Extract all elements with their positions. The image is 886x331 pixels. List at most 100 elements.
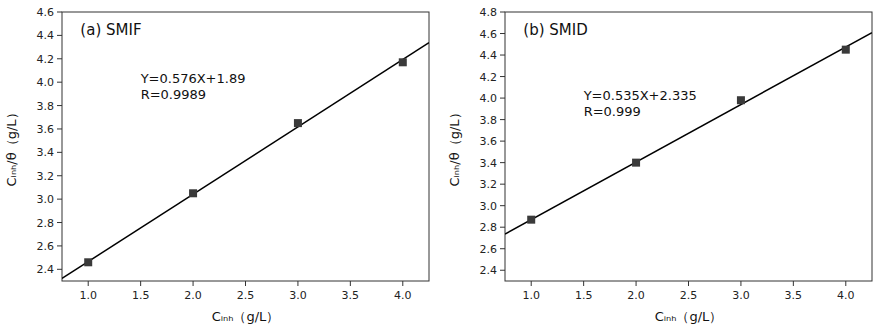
fit-line bbox=[505, 33, 872, 234]
y-tick-label: 4.4 bbox=[37, 29, 55, 42]
y-tick bbox=[500, 248, 505, 249]
x-tick-label: 2.5 bbox=[680, 289, 698, 302]
x-tick bbox=[350, 281, 351, 286]
x-tick bbox=[845, 281, 846, 286]
y-tick bbox=[500, 12, 505, 13]
x-axis-label: Cᵢₙₕ（g/L） bbox=[655, 309, 723, 324]
panel-title: (a) SMIF bbox=[80, 21, 141, 39]
x-tick-label: 2.0 bbox=[184, 289, 202, 302]
x-tick bbox=[688, 281, 689, 286]
x-tick-label: 3.5 bbox=[342, 289, 360, 302]
x-tick bbox=[193, 281, 194, 286]
figure: 1.0 1.5 2.0 2.5 3.0 3.5 4.0 2.4 2.6 2.8 3.0 3.2 3.4 3… bbox=[0, 0, 886, 331]
x-tick bbox=[245, 281, 246, 286]
data-point bbox=[189, 189, 197, 197]
y-tick bbox=[57, 35, 62, 36]
x-tick-label: 3.0 bbox=[732, 289, 750, 302]
y-tick-label: 3.0 bbox=[37, 193, 55, 206]
data-point bbox=[399, 58, 407, 66]
x-tick-label: 3.5 bbox=[785, 289, 803, 302]
y-tick-label: 2.4 bbox=[480, 264, 498, 277]
y-tick bbox=[500, 76, 505, 77]
x-tick bbox=[793, 281, 794, 286]
y-tick-label: 2.8 bbox=[37, 217, 55, 230]
x-tick bbox=[297, 281, 298, 286]
y-tick-label: 4.6 bbox=[480, 28, 498, 41]
x-tick-label: 1.5 bbox=[132, 289, 150, 302]
y-tick bbox=[500, 205, 505, 206]
x-tick-label: 2.0 bbox=[627, 289, 645, 302]
y-tick bbox=[500, 55, 505, 56]
x-tick-label: 4.0 bbox=[394, 289, 412, 302]
y-tick bbox=[57, 245, 62, 246]
y-tick-label: 3.6 bbox=[37, 123, 55, 136]
y-tick bbox=[500, 119, 505, 120]
x-tick bbox=[636, 281, 637, 286]
y-tick bbox=[500, 141, 505, 142]
y-tick-label: 3.8 bbox=[480, 114, 498, 127]
fit-line bbox=[62, 43, 429, 279]
annotation: Y=0.535X+2.335 bbox=[583, 88, 697, 103]
y-tick bbox=[57, 222, 62, 223]
x-tick bbox=[88, 281, 89, 286]
y-tick bbox=[57, 199, 62, 200]
y-tick-label: 3.8 bbox=[37, 100, 55, 113]
y-tick-label: 3.2 bbox=[480, 178, 498, 191]
y-tick-label: 4.2 bbox=[480, 71, 498, 84]
panel-title: (b) SMID bbox=[523, 21, 587, 39]
y-tick-label: 4.2 bbox=[37, 53, 55, 66]
data-point bbox=[632, 159, 640, 167]
x-tick-label: 1.5 bbox=[575, 289, 593, 302]
y-tick-label: 2.6 bbox=[480, 243, 498, 256]
y-tick-label: 4.6 bbox=[37, 6, 55, 19]
x-tick-label: 2.5 bbox=[237, 289, 255, 302]
y-tick bbox=[500, 184, 505, 185]
panel: 1.01.52.02.53.03.54.02.42.62.83.03.23.43… bbox=[4, 6, 429, 324]
plot-frame bbox=[505, 12, 872, 281]
y-tick-label: 2.6 bbox=[37, 240, 55, 253]
x-tick bbox=[583, 281, 584, 286]
y-tick-label: 3.2 bbox=[37, 170, 55, 183]
y-tick-label: 3.4 bbox=[480, 157, 498, 170]
y-tick-label: 3.6 bbox=[480, 135, 498, 148]
y-tick-label: 2.4 bbox=[37, 263, 55, 276]
y-axis-label: Cᵢₙₕ/θ（g/L） bbox=[4, 106, 19, 186]
data-point bbox=[294, 119, 302, 127]
y-tick bbox=[500, 227, 505, 228]
data-layer bbox=[62, 43, 429, 279]
x-tick bbox=[140, 281, 141, 286]
y-tick bbox=[500, 33, 505, 34]
x-tick-label: 1.0 bbox=[522, 289, 540, 302]
annotation: R=0.999 bbox=[584, 104, 641, 119]
data-point bbox=[527, 216, 535, 224]
y-tick-label: 4.8 bbox=[480, 6, 498, 19]
panel: 1.01.52.02.53.03.54.02.42.62.83.03.23.43… bbox=[447, 6, 872, 324]
y-tick bbox=[57, 105, 62, 106]
data-point bbox=[737, 96, 745, 104]
data-point bbox=[842, 46, 850, 54]
y-tick bbox=[57, 175, 62, 176]
y-tick bbox=[500, 98, 505, 99]
y-tick bbox=[57, 152, 62, 153]
annotation: Y=0.576X+1.89 bbox=[140, 71, 246, 86]
y-tick bbox=[500, 270, 505, 271]
x-tick bbox=[402, 281, 403, 286]
x-tick-label: 1.0 bbox=[79, 289, 97, 302]
y-tick-label: 2.8 bbox=[480, 221, 498, 234]
plot-frame bbox=[62, 12, 429, 281]
y-tick bbox=[57, 128, 62, 129]
data-layer bbox=[505, 33, 872, 234]
y-tick bbox=[57, 269, 62, 270]
annotation: R=0.9989 bbox=[141, 87, 206, 102]
x-tick bbox=[531, 281, 532, 286]
y-tick bbox=[500, 162, 505, 163]
y-tick bbox=[57, 12, 62, 13]
y-tick-label: 4.4 bbox=[480, 49, 498, 62]
y-tick bbox=[57, 82, 62, 83]
x-tick bbox=[740, 281, 741, 286]
y-tick-label: 4.0 bbox=[37, 76, 55, 89]
y-axis-label: Cᵢₙₕ/θ（g/L） bbox=[447, 106, 462, 186]
x-axis-label: Cᵢₙₕ（g/L） bbox=[212, 309, 280, 324]
y-tick bbox=[57, 58, 62, 59]
y-tick-label: 4.0 bbox=[480, 92, 498, 105]
